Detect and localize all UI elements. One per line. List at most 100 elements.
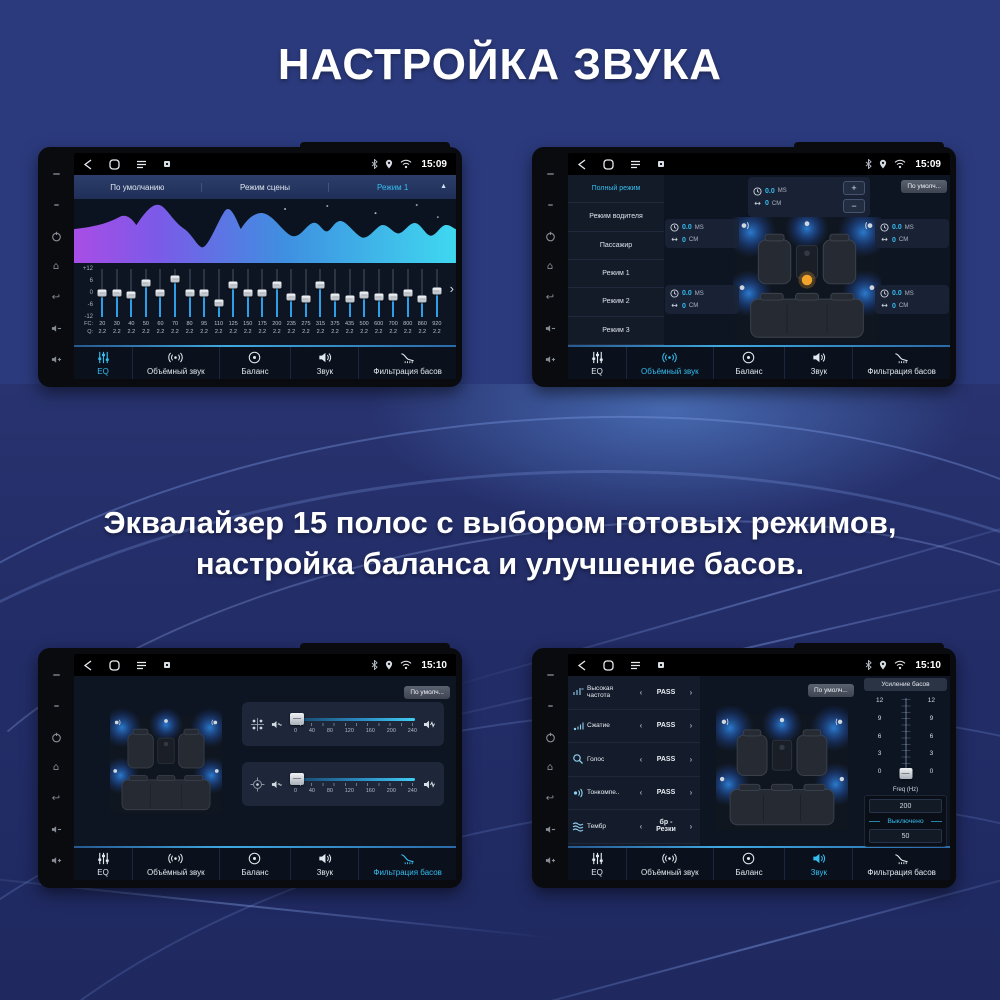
collapse-arrow-icon[interactable]: ▲ bbox=[440, 183, 447, 190]
default-button[interactable]: По умолч... bbox=[404, 686, 450, 699]
nav-item-eq[interactable]: EQ bbox=[568, 347, 626, 379]
next-chevron-icon[interactable]: › bbox=[689, 754, 693, 764]
back-button-icon[interactable]: ↩ bbox=[51, 792, 61, 804]
screenshot-icon[interactable] bbox=[657, 160, 665, 168]
band-knob[interactable] bbox=[388, 293, 398, 301]
volume-down-icon[interactable] bbox=[50, 824, 62, 836]
eq-band-slider[interactable]: 30 2.2 bbox=[110, 266, 125, 345]
freq-option[interactable]: Выключено bbox=[869, 816, 942, 826]
band-knob[interactable] bbox=[170, 275, 180, 283]
volume-down-icon[interactable] bbox=[544, 323, 556, 335]
power-button-icon[interactable] bbox=[544, 731, 556, 743]
back-icon[interactable] bbox=[577, 158, 587, 170]
eq-band-slider[interactable]: 125 2.2 bbox=[226, 266, 241, 345]
home-button-icon[interactable]: ⌂ bbox=[546, 260, 554, 272]
bass-boost-slider[interactable]: 12 9 6 3 0 12 9 6 3 0 bbox=[864, 694, 947, 784]
eq-band-slider[interactable]: 20 2.2 bbox=[95, 266, 110, 345]
surround-mode-item[interactable]: Полный режим bbox=[568, 175, 664, 204]
menu-icon[interactable] bbox=[630, 160, 641, 169]
band-knob[interactable] bbox=[417, 295, 427, 303]
eq-band-slider[interactable]: 315 2.2 bbox=[313, 266, 328, 345]
home-button-icon[interactable]: ⌂ bbox=[546, 761, 554, 773]
menu-icon[interactable] bbox=[136, 160, 147, 169]
nav-item-bass-filter[interactable]: Фильтрация басов bbox=[852, 347, 950, 379]
nav-item-surround[interactable]: Объёмный звук bbox=[626, 347, 713, 379]
nav-item-sound[interactable]: Звук bbox=[784, 848, 852, 880]
volume-up-icon[interactable] bbox=[50, 353, 62, 365]
screenshot-icon[interactable] bbox=[163, 661, 171, 669]
scroll-right-chevron-icon[interactable]: › bbox=[449, 281, 454, 296]
band-knob[interactable] bbox=[315, 281, 325, 289]
band-knob[interactable] bbox=[185, 289, 195, 297]
nav-item-bass-filter[interactable]: Фильтрация басов bbox=[852, 848, 950, 880]
eq-band-slider[interactable]: 110 2.2 bbox=[211, 266, 226, 345]
home-icon[interactable] bbox=[109, 659, 120, 671]
volume-up-icon[interactable] bbox=[50, 854, 62, 866]
surround-mode-item[interactable]: Режим 2 bbox=[568, 288, 664, 317]
nav-item-bass-filter[interactable]: Фильтрация басов bbox=[358, 347, 456, 379]
band-knob[interactable] bbox=[199, 289, 209, 297]
surround-mode-item[interactable]: Пассажир bbox=[568, 232, 664, 260]
slider-knob[interactable] bbox=[290, 773, 304, 785]
nav-item-sound[interactable]: Звук bbox=[784, 347, 852, 379]
subwoofer-slider[interactable]: 0 40 80 120 160 200 240 bbox=[288, 770, 417, 798]
power-button-icon[interactable] bbox=[50, 230, 62, 242]
band-knob[interactable] bbox=[228, 281, 238, 289]
band-knob[interactable] bbox=[214, 299, 224, 307]
default-button[interactable]: По умолч... bbox=[901, 180, 947, 193]
nav-item-balance[interactable]: Баланс bbox=[218, 848, 291, 880]
power-button-icon[interactable] bbox=[50, 731, 62, 743]
home-button-icon[interactable]: ⌂ bbox=[52, 761, 60, 773]
screenshot-icon[interactable] bbox=[657, 661, 665, 669]
volume-down-icon[interactable] bbox=[50, 323, 62, 335]
volume-down-icon[interactable] bbox=[544, 824, 556, 836]
back-icon[interactable] bbox=[83, 158, 93, 170]
nav-item-surround[interactable]: Объёмный звук bbox=[132, 347, 219, 379]
eq-band-slider[interactable]: 600 2.2 bbox=[371, 266, 386, 345]
home-icon[interactable] bbox=[603, 158, 614, 170]
menu-icon[interactable] bbox=[136, 661, 147, 670]
band-knob[interactable] bbox=[155, 289, 165, 297]
eq-band-slider[interactable]: 275 2.2 bbox=[299, 266, 314, 345]
band-knob[interactable] bbox=[286, 293, 296, 301]
eq-band-slider[interactable]: 235 2.2 bbox=[284, 266, 299, 345]
power-button-icon[interactable] bbox=[544, 230, 556, 242]
prev-chevron-icon[interactable]: ‹ bbox=[639, 821, 643, 831]
home-icon[interactable] bbox=[603, 659, 614, 671]
eq-band-slider[interactable]: 95 2.2 bbox=[197, 266, 212, 345]
band-knob[interactable] bbox=[374, 293, 384, 301]
next-chevron-icon[interactable]: › bbox=[689, 788, 693, 798]
nav-item-sound[interactable]: Звук bbox=[290, 848, 358, 880]
tab-default-preset[interactable]: По умолчанию bbox=[110, 182, 165, 192]
band-knob[interactable] bbox=[359, 291, 369, 299]
band-knob[interactable] bbox=[272, 281, 282, 289]
nav-item-eq[interactable]: EQ bbox=[568, 848, 626, 880]
eq-band-slider[interactable]: 50 2.2 bbox=[139, 266, 154, 345]
band-knob[interactable] bbox=[112, 289, 122, 297]
eq-band-slider[interactable]: 700 2.2 bbox=[386, 266, 401, 345]
eq-band-slider[interactable]: 200 2.2 bbox=[270, 266, 285, 345]
band-knob[interactable] bbox=[243, 289, 253, 297]
surround-mode-item[interactable]: Режим 3 bbox=[568, 317, 664, 345]
eq-band-slider[interactable]: 175 2.2 bbox=[255, 266, 270, 345]
surround-mode-item[interactable]: Режим водителя bbox=[568, 203, 664, 232]
increase-button[interactable]: + bbox=[843, 181, 865, 195]
band-knob[interactable] bbox=[403, 289, 413, 297]
home-icon[interactable] bbox=[109, 158, 120, 170]
home-button-icon[interactable]: ⌂ bbox=[52, 260, 60, 272]
next-chevron-icon[interactable]: › bbox=[689, 721, 693, 731]
nav-item-sound[interactable]: Звук bbox=[290, 347, 358, 379]
nav-item-bass-filter[interactable]: Фильтрация басов bbox=[358, 848, 456, 880]
nav-item-balance[interactable]: Баланс bbox=[712, 848, 785, 880]
menu-icon[interactable] bbox=[630, 661, 641, 670]
surround-mode-item[interactable]: Режим 1 bbox=[568, 260, 664, 289]
back-icon[interactable] bbox=[577, 659, 587, 671]
nav-item-balance[interactable]: Баланс bbox=[218, 347, 291, 379]
band-knob[interactable] bbox=[257, 289, 267, 297]
freq-option[interactable]: 200 bbox=[869, 799, 942, 813]
eq-band-slider[interactable]: 375 2.2 bbox=[328, 266, 343, 345]
eq-band-slider[interactable]: 500 2.2 bbox=[357, 266, 372, 345]
band-knob[interactable] bbox=[126, 291, 136, 299]
tab-mode-1[interactable]: Режим 1 bbox=[328, 182, 456, 192]
eq-band-slider[interactable]: 60 2.2 bbox=[153, 266, 168, 345]
